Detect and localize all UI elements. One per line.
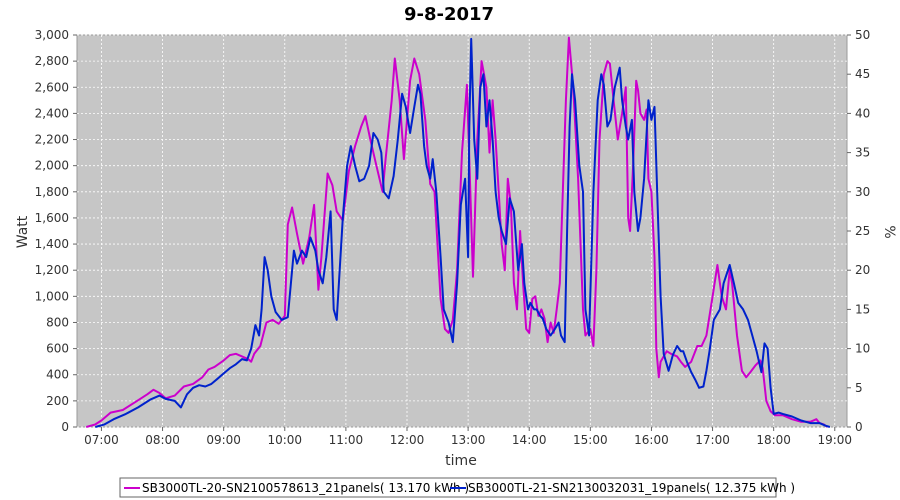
y2-tick-label: 30	[855, 185, 870, 199]
y2-tick-label: 35	[855, 146, 870, 160]
grid-lines	[77, 34, 847, 428]
x-tick-label: 10:00	[267, 433, 302, 447]
x-axis-title: time	[445, 453, 477, 469]
x-tick-label: 13:00	[451, 433, 486, 447]
plot-area	[76, 34, 848, 428]
x-tick-label: 15:00	[573, 433, 608, 447]
y-tick-label: 0	[61, 420, 69, 434]
x-tick-label: 16:00	[634, 433, 669, 447]
y2-tick-label: 20	[855, 263, 870, 277]
y-tick-label: 2,000	[35, 159, 69, 173]
x-tick-label: 08:00	[145, 433, 180, 447]
x-tick-label: 11:00	[329, 433, 364, 447]
y-axis-title: Watt	[15, 215, 31, 248]
legend: SB3000TL-20-SN2100578613_21panels( 13.17…	[119, 477, 795, 498]
legend-label-series-1: SB3000TL-20-SN2100578613_21panels( 13.17…	[142, 481, 469, 495]
x-tick-label: 17:00	[695, 433, 730, 447]
x-tick-label: 12:00	[390, 433, 425, 447]
y-tick-label: 800	[46, 315, 69, 329]
series-line-2	[95, 37, 831, 428]
y-tick-label: 3,000	[35, 28, 69, 42]
y-tick-label: 2,800	[35, 54, 69, 68]
chart-title: 9-8-2017	[404, 4, 494, 25]
y-tick-label: 1,200	[35, 263, 69, 277]
series-line-1	[85, 36, 828, 428]
y-tick-label: 1,600	[35, 211, 69, 225]
y-tick-label: 200	[46, 394, 69, 408]
y-tick-label: 1,000	[35, 289, 69, 303]
axes: 07:00 08:00 09:00 10:00 11:00 12:00 13:00 14:00…	[35, 28, 871, 447]
y2-tick-label: 0	[855, 420, 863, 434]
y-tick-label: 2,200	[35, 133, 69, 147]
y2-tick-label: 10	[855, 342, 870, 356]
y2-tick-label: 40	[855, 106, 870, 120]
y2-axis-title: %	[881, 225, 897, 238]
legend-label-series-2: SB3000TL-21-SN2130032031_19panels( 12.37…	[468, 481, 795, 495]
y2-tick-label: 45	[855, 67, 870, 81]
y2-tick-label: 5	[855, 381, 863, 395]
y-tick-label: 1,800	[35, 185, 69, 199]
series-lines	[85, 36, 831, 428]
x-tick-label: 18:00	[756, 433, 791, 447]
legend-box	[119, 477, 777, 498]
x-tick-label: 09:00	[206, 433, 241, 447]
x-tick-label: 07:00	[84, 433, 119, 447]
y-tick-label: 2,400	[35, 106, 69, 120]
x-tick-label: 19:00	[817, 433, 852, 447]
y-tick-label: 2,600	[35, 80, 69, 94]
y2-tick-label: 50	[855, 28, 870, 42]
y2-tick-label: 15	[855, 302, 870, 316]
x-tick-label: 14:00	[512, 433, 547, 447]
y-tick-label: 1,400	[35, 237, 69, 251]
y-tick-label: 600	[46, 342, 69, 356]
y2-tick-label: 25	[855, 224, 870, 238]
y-tick-label: 400	[46, 368, 69, 382]
